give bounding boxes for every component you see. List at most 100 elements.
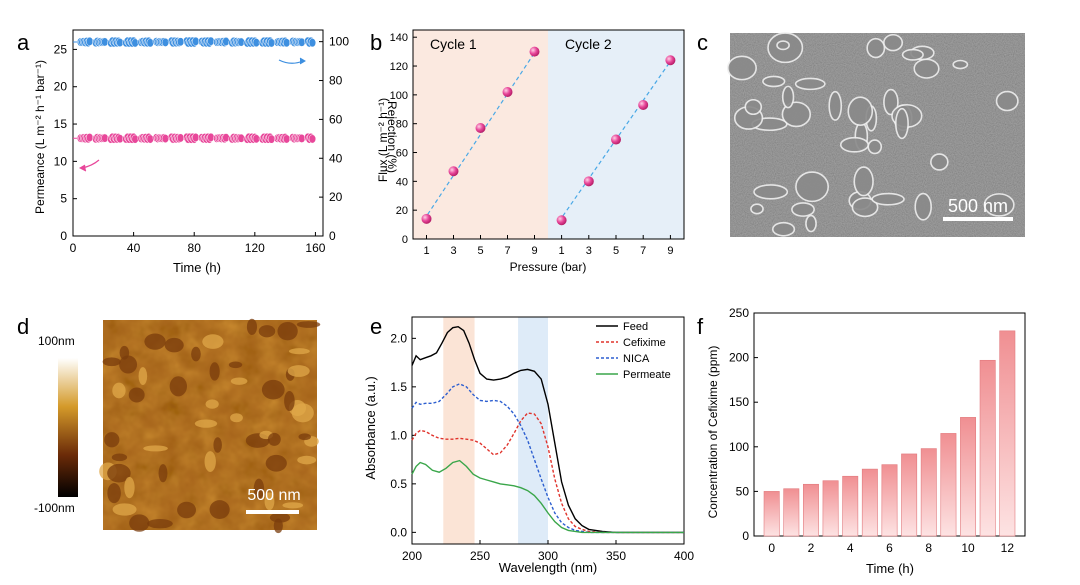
- afm-grain: [102, 357, 121, 367]
- chart-a-xlabel: Time (h): [173, 260, 221, 275]
- chart-a-point: [146, 134, 154, 144]
- chart-a-ytick-label: 5: [60, 192, 67, 206]
- sem-particle: [871, 192, 905, 206]
- chart-a-point: [222, 37, 230, 46]
- panel-label-a: a: [17, 30, 30, 55]
- sem-particle: [805, 214, 817, 233]
- sem-particle: [753, 184, 789, 200]
- afm-grain: [147, 519, 173, 529]
- chart-b-ytick-label: 0: [402, 234, 408, 246]
- afm-grain: [209, 500, 230, 519]
- chart-b-fit-line: [423, 48, 538, 221]
- chart-a-frame: [72, 29, 324, 237]
- afm-grain: [230, 413, 243, 423]
- afm-grain: [282, 502, 304, 509]
- sem-scale-bar: [943, 217, 1013, 221]
- afm-grain: [107, 463, 131, 483]
- afm-grain: [291, 403, 314, 423]
- chart-b-point: [502, 86, 513, 97]
- chart-a-ytick-label: 0: [60, 229, 67, 243]
- chart-f-bar: [822, 480, 839, 537]
- afm-colorbar: [58, 358, 78, 497]
- chart-b-ylabel: Flux (L m⁻² h⁻¹): [376, 98, 390, 182]
- afm-grain: [246, 318, 258, 336]
- chart-b-point: [556, 215, 567, 226]
- chart-b-flux-pressure: Pressure (bar) Flux (L m⁻² h⁻¹) 0 20 40 60 8…: [376, 29, 685, 274]
- chart-a-xtick-label: 40: [127, 241, 141, 255]
- chart-b-shade-cycle1: [413, 30, 548, 239]
- chart-b-xtick-label: 5: [477, 245, 483, 257]
- panel-label-f: f: [697, 314, 704, 339]
- chart-e-xtick-label: 200: [402, 549, 422, 563]
- chart-f-ytick-label: 0: [742, 529, 749, 543]
- afm-grain: [119, 355, 138, 374]
- afm-grain: [143, 445, 168, 452]
- chart-e-series-line: [411, 412, 684, 534]
- chart-a-point: [161, 37, 170, 47]
- chart-f-ytick-label: 200: [729, 351, 749, 365]
- chart-f-bar: [783, 488, 800, 537]
- chart-e-xtick-label: 250: [470, 549, 490, 563]
- chart-a-point: [101, 133, 109, 143]
- afm-colorbar-top: 100nm: [38, 334, 75, 348]
- chart-b-point: [665, 55, 676, 66]
- afm-grain: [129, 514, 150, 532]
- sem-particle: [883, 88, 899, 116]
- afm-grain: [112, 382, 126, 399]
- chart-f-bar: [802, 483, 819, 537]
- afm-scale-label: 500 nm: [247, 487, 300, 504]
- chart-f-xtick-label: 4: [847, 541, 854, 555]
- afm-grain: [104, 432, 120, 448]
- chart-b-point: [611, 134, 621, 145]
- chart-b-point: [529, 46, 540, 57]
- chart-f-ytick-label: 250: [729, 306, 749, 320]
- afm-grain: [204, 451, 216, 472]
- afm-grain: [297, 455, 317, 465]
- sem-particle: [771, 221, 796, 237]
- chart-a-point: [282, 134, 291, 144]
- sem-particle: [795, 171, 830, 203]
- chart-a-point: [116, 134, 124, 144]
- afm-grain: [169, 376, 188, 397]
- chart-a-ytick-label: 15: [54, 117, 68, 131]
- chart-b-xtick-label: 7: [640, 245, 646, 257]
- chart-a-point: [237, 37, 245, 47]
- sem-particle: [995, 90, 1019, 112]
- chart-a-ytick-label: 10: [54, 154, 68, 168]
- afm-grain: [177, 501, 197, 519]
- chart-b-cycle-label: Cycle 2: [565, 36, 612, 52]
- sem-particle: [726, 55, 757, 81]
- chart-b-xtick-label: 7: [504, 245, 510, 257]
- chart-b-xtick-label: 3: [586, 245, 592, 257]
- sem-particle: [914, 192, 932, 221]
- sem-particle: [866, 37, 886, 59]
- chart-b-xtick-label: 9: [531, 245, 537, 257]
- chart-b-ytick-label: 140: [390, 32, 408, 44]
- chart-e-ytick-label: 0.0: [390, 525, 407, 539]
- afm-grain: [288, 348, 310, 355]
- chart-b-xlabel: Pressure (bar): [510, 260, 587, 274]
- afm-grain: [269, 512, 291, 523]
- chart-a-point: [176, 37, 185, 47]
- chart-b-point: [448, 166, 459, 177]
- afm-grain: [164, 337, 184, 353]
- chart-a-point: [131, 38, 139, 48]
- chart-a-point: [267, 134, 276, 144]
- sem-particle: [952, 59, 969, 70]
- chart-e-legend-label: NICA: [623, 353, 650, 365]
- chart-a-arrowhead-left: [78, 164, 87, 172]
- chart-a-point: [298, 37, 306, 47]
- afm-grain: [202, 334, 224, 349]
- chart-f-bar: [861, 468, 878, 537]
- chart-a-y2label: Rejection (%): [385, 101, 399, 173]
- chart-f-ylabel: Concentration of Cefixime (ppm): [706, 346, 720, 519]
- chart-f-bar: [920, 448, 937, 537]
- chart-e-xtick-label: 400: [674, 549, 694, 563]
- chart-a-point: [192, 36, 200, 46]
- afm-grain: [264, 492, 275, 511]
- chart-e-series-line: [411, 459, 684, 534]
- chart-a-y2tick-label: 80: [329, 74, 343, 88]
- chart-b-point: [583, 176, 594, 187]
- chart-f-bar: [979, 359, 996, 537]
